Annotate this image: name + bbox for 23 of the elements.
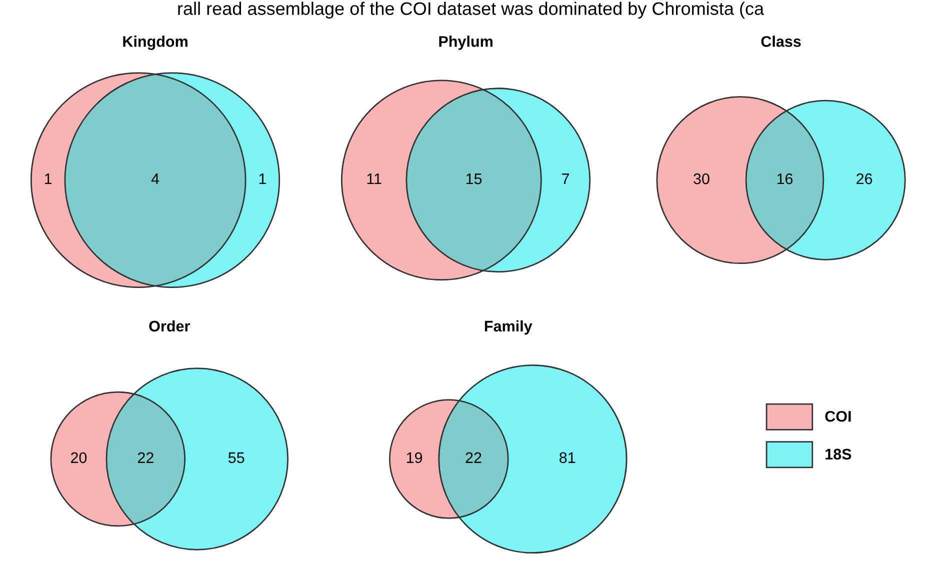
text: Class xyxy=(761,36,801,47)
data-label: 7 xyxy=(562,174,569,184)
data-label: 22 xyxy=(466,452,482,463)
data-label: 15 xyxy=(466,174,482,184)
data-label: 20 xyxy=(70,452,87,464)
data-label: 30 xyxy=(694,173,710,184)
legend-label: COI xyxy=(825,410,851,422)
text: rall read assemblage of the COI dataset was dominated by Chromista (ca xyxy=(178,2,764,19)
legend-label: 18S xyxy=(826,448,852,460)
data-label: 1 xyxy=(259,174,266,184)
data-label: 4 xyxy=(151,174,160,184)
data-label: 11 xyxy=(367,174,382,184)
text: Kingdom xyxy=(123,36,188,50)
data-label: 22 xyxy=(138,452,154,463)
data-label: 81 xyxy=(560,452,576,464)
data-label: 1 xyxy=(44,174,52,184)
text: Order xyxy=(149,320,190,332)
data-label: 19 xyxy=(406,452,422,464)
text: Phylum xyxy=(439,36,492,50)
data-label: 16 xyxy=(777,173,793,184)
data-label: 55 xyxy=(228,452,244,464)
text: Family xyxy=(484,320,532,335)
data-label: 26 xyxy=(856,173,872,184)
